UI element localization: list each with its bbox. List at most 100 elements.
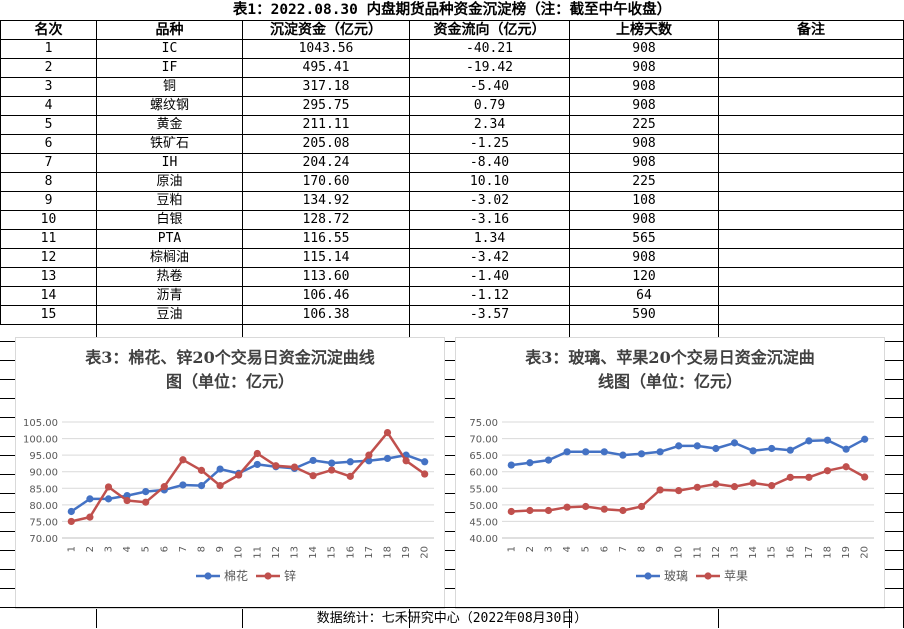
x-tick-label: 17 — [804, 546, 815, 559]
line-chart-svg: 70.00 75.00 80.00 85.00 90.00 95.00 100.00 105.… — [23, 418, 434, 583]
table-row: 15 豆油 106.38 -3.57 590 — [0, 305, 904, 325]
chart-title-line-2: 线图（单位：亿元） — [597, 372, 742, 391]
data-point — [861, 473, 869, 481]
cell-rank: 5 — [0, 115, 97, 135]
data-point — [805, 437, 813, 445]
y-tick-label: 80.00 — [29, 501, 58, 512]
data-point — [675, 487, 683, 495]
header-remark: 备注 — [718, 20, 904, 40]
x-tick-label: 14 — [748, 546, 759, 559]
x-tick-label: 12 — [711, 546, 722, 559]
data-point — [544, 456, 553, 464]
cell-flow: 1.34 — [409, 229, 570, 249]
data-point — [309, 472, 317, 480]
x-tick-label: 4 — [562, 546, 573, 552]
data-point — [123, 491, 131, 500]
cell-flow: 0.79 — [409, 96, 570, 116]
y-tick-label: 100.00 — [23, 435, 58, 446]
footer-source: 数据统计：七禾研究中心（2022年08月30日） — [0, 607, 904, 629]
data-point — [507, 461, 515, 469]
x-tick-label: 16 — [785, 546, 796, 559]
chart-area: 表3：棉花、锌20个交易日资金沉淀曲线 图（单位：亿元） 70.00 75.00 8… — [0, 323, 904, 628]
data-point — [383, 429, 392, 437]
cell-days: 908 — [569, 248, 719, 268]
cell-remark — [718, 229, 904, 249]
table-row: 5 黄金 211.11 2.34 225 — [0, 115, 904, 135]
data-point — [197, 482, 206, 490]
cell-remark — [718, 267, 904, 287]
legend-swatch-marker — [644, 572, 652, 580]
data-point — [600, 448, 608, 456]
table-row: 3 铜 317.18 -5.40 908 — [0, 77, 904, 97]
x-tick-label: 15 — [767, 546, 778, 559]
cell-funds: 204.24 — [242, 153, 410, 173]
x-tick-label: 11 — [692, 546, 703, 559]
data-point — [67, 507, 75, 516]
cell-variety: IH — [96, 153, 243, 173]
data-point — [805, 473, 813, 481]
cell-rank: 15 — [0, 305, 97, 325]
data-point — [656, 448, 664, 456]
x-tick-label: 8 — [637, 546, 648, 552]
cell-days: 908 — [569, 58, 719, 78]
x-tick-label: 19 — [841, 546, 852, 559]
cell-remark — [718, 58, 904, 78]
cell-rank: 13 — [0, 267, 97, 287]
data-point — [216, 482, 224, 490]
cell-days: 908 — [569, 153, 719, 173]
chart-title-line-1: 表3：玻璃、苹果20个交易日资金沉淀曲 — [525, 348, 815, 367]
legend-entry: 玻璃 — [664, 569, 688, 583]
legend-entry: 锌 — [284, 569, 296, 583]
cell-days: 120 — [569, 267, 719, 287]
data-point — [768, 444, 776, 453]
ranking-table: 名次 品种 沉淀资金（亿元） 资金流向（亿元） 上榜天数 备注 1 IC 1043.… — [0, 20, 904, 325]
x-tick-label: 5 — [141, 546, 152, 552]
cell-remark — [718, 305, 904, 325]
cell-days: 225 — [569, 172, 719, 192]
header-rank: 名次 — [0, 20, 97, 40]
x-tick-label: 18 — [383, 546, 394, 559]
cell-variety: 棕榈油 — [96, 248, 243, 268]
data-point — [272, 462, 280, 470]
x-tick-label: 1 — [506, 546, 517, 552]
data-point — [346, 458, 354, 466]
data-point — [823, 436, 832, 444]
x-tick-label: 6 — [159, 546, 170, 552]
y-tick-label: 50.00 — [469, 501, 498, 512]
cell-variety: 黄金 — [96, 115, 243, 135]
cell-variety: IC — [96, 39, 243, 59]
data-point — [402, 457, 410, 465]
data-point — [749, 479, 757, 487]
table-row: 12 棕榈油 115.14 -3.42 908 — [0, 248, 904, 268]
cell-remark — [718, 153, 904, 173]
x-tick-label: 2 — [525, 546, 536, 552]
cell-funds: 1043.56 — [242, 39, 410, 59]
cell-rank: 12 — [0, 248, 97, 268]
header-variety: 品种 — [96, 20, 243, 40]
data-point — [365, 451, 373, 459]
cell-variety: 豆油 — [96, 305, 243, 325]
cell-variety: 沥青 — [96, 286, 243, 306]
cell-variety: 原油 — [96, 172, 243, 192]
y-tick-label: 90.00 — [29, 468, 58, 479]
data-point — [86, 495, 94, 503]
data-point — [142, 498, 150, 506]
x-tick-label: 10 — [674, 546, 685, 559]
data-point — [563, 448, 571, 456]
cell-funds: 317.18 — [242, 77, 410, 97]
cell-rank: 3 — [0, 77, 97, 97]
cell-funds: 211.11 — [242, 115, 410, 135]
data-point — [544, 506, 553, 515]
cell-rank: 11 — [0, 229, 97, 249]
table-row: 14 沥青 106.46 -1.12 64 — [0, 286, 904, 306]
data-point — [526, 459, 534, 467]
cell-days: 908 — [569, 210, 719, 230]
cell-flow: 2.34 — [409, 115, 570, 135]
data-point — [619, 506, 627, 515]
cell-remark — [718, 210, 904, 230]
data-point — [842, 445, 850, 453]
data-point — [421, 458, 429, 466]
cell-rank: 2 — [0, 58, 97, 78]
data-point — [235, 471, 243, 479]
cell-days: 908 — [569, 39, 719, 59]
